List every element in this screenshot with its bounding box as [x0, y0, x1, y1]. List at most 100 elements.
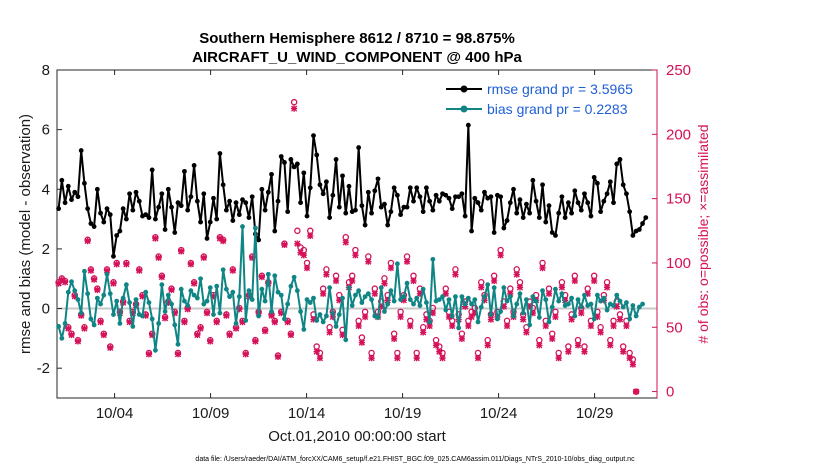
- rmse-point: [262, 207, 268, 213]
- bias-point: [630, 303, 636, 308]
- bias-point: [514, 301, 520, 307]
- bias-point: [246, 288, 252, 294]
- bias-point: [491, 285, 497, 291]
- x-tick-label: 10/29: [576, 405, 614, 422]
- rmse-point: [459, 191, 465, 197]
- bias-point: [120, 295, 126, 301]
- rmse-point: [278, 154, 284, 159]
- obs-assimilated-point: [323, 271, 330, 278]
- bias-point: [211, 312, 216, 317]
- rmse-point: [214, 216, 220, 222]
- y-tick-label: 6: [42, 122, 50, 139]
- right-y-tick-label: 50: [666, 319, 683, 336]
- rmse-point: [172, 230, 178, 235]
- rmse-point: [123, 216, 129, 222]
- bias-point: [143, 289, 149, 295]
- bias-point: [320, 319, 326, 325]
- legend-rmse-label: rmse grand pr = 3.5965: [487, 81, 633, 97]
- obs-assimilated-point: [442, 290, 449, 297]
- obs-assimilated-point: [110, 280, 117, 287]
- obs-assimilated-point: [320, 290, 327, 297]
- bias-point: [594, 292, 600, 298]
- bias-point: [240, 224, 245, 229]
- rmse-point: [343, 210, 349, 216]
- rmse-point: [569, 210, 574, 216]
- rmse-point: [327, 215, 333, 221]
- obs-possible-point: [290, 98, 298, 106]
- bias-point: [282, 316, 287, 322]
- obs-assimilated-point: [139, 293, 146, 300]
- y-tick-label: 2: [42, 241, 50, 258]
- bias-point: [478, 304, 484, 310]
- y-axis-ticks: -2 0 2 4 6 8: [37, 62, 62, 377]
- rmse-point: [249, 194, 255, 200]
- rmse-point: [340, 173, 345, 179]
- bias-point: [220, 267, 226, 273]
- rmse-point: [94, 186, 100, 192]
- obs-assimilated-point: [610, 322, 617, 330]
- bias-point: [559, 291, 565, 297]
- rmse-point: [156, 204, 162, 210]
- x-tick-label: 10/24: [480, 405, 518, 422]
- rmse-point: [146, 215, 152, 221]
- obs-assimilated-point: [171, 309, 178, 317]
- bias-point: [404, 280, 410, 286]
- rmse-point: [98, 210, 103, 216]
- right-y-tick-label: 200: [666, 126, 691, 143]
- bias-point: [104, 271, 110, 277]
- obs-assimilated-point: [523, 329, 530, 336]
- rmse-point: [559, 194, 565, 200]
- bias-point: [62, 321, 68, 326]
- right-y-tick-label: 0: [666, 384, 674, 401]
- obs-assimilated-point: [571, 277, 578, 285]
- obs-assimilated-point: [203, 309, 211, 317]
- rmse-point: [591, 174, 597, 180]
- obs-assimilated-point: [336, 297, 343, 304]
- rmse-point: [524, 201, 529, 207]
- obs-assimilated-point: [500, 303, 507, 310]
- rmse-point: [549, 230, 555, 235]
- bias-point: [546, 319, 552, 325]
- obs-assimilated-point: [516, 284, 524, 291]
- rmse-point: [78, 148, 84, 153]
- rmse-point: [456, 194, 462, 200]
- obs-assimilated-point: [503, 322, 511, 330]
- obs-assimilated-point: [613, 303, 620, 310]
- obs-assimilated-point: [481, 297, 488, 304]
- x-tick-label: 10/19: [384, 405, 422, 422]
- obs-assimilated-point: [136, 267, 143, 274]
- rmse-point: [430, 207, 436, 213]
- obs-assimilated-point: [391, 335, 398, 342]
- bias-point: [101, 292, 107, 298]
- obs-assimilated-point: [513, 271, 520, 278]
- obs-assimilated-point: [349, 277, 356, 285]
- bias-point: [501, 285, 507, 291]
- obs-assimilated-point: [365, 258, 372, 265]
- bias-point: [340, 295, 345, 301]
- bias-point: [317, 312, 323, 317]
- bias-point: [301, 327, 307, 332]
- bias-point: [424, 300, 429, 305]
- rmse-point: [82, 180, 87, 186]
- obs-assimilated-point: [103, 267, 111, 274]
- bias-point: [385, 301, 391, 307]
- rmse-point: [56, 206, 62, 212]
- bias-point: [233, 321, 239, 326]
- rmse-point: [449, 206, 455, 212]
- rmse-point: [91, 224, 97, 229]
- obs-assimilated-point: [249, 254, 256, 261]
- obs-assimilated-point: [562, 297, 569, 304]
- rmse-point: [417, 194, 423, 200]
- rmse-point: [530, 177, 536, 183]
- obs-assimilated-point: [581, 348, 588, 355]
- obs-possible-point: [294, 227, 301, 235]
- obs-assimilated-point: [458, 335, 466, 342]
- rmse-point: [191, 163, 197, 168]
- bias-point: [69, 279, 74, 285]
- bias-point: [65, 289, 71, 295]
- obs-assimilated-point: [65, 325, 72, 332]
- obs-assimilated-point: [629, 361, 637, 368]
- bias-point: [369, 297, 374, 302]
- obs-assimilated-point: [87, 267, 94, 274]
